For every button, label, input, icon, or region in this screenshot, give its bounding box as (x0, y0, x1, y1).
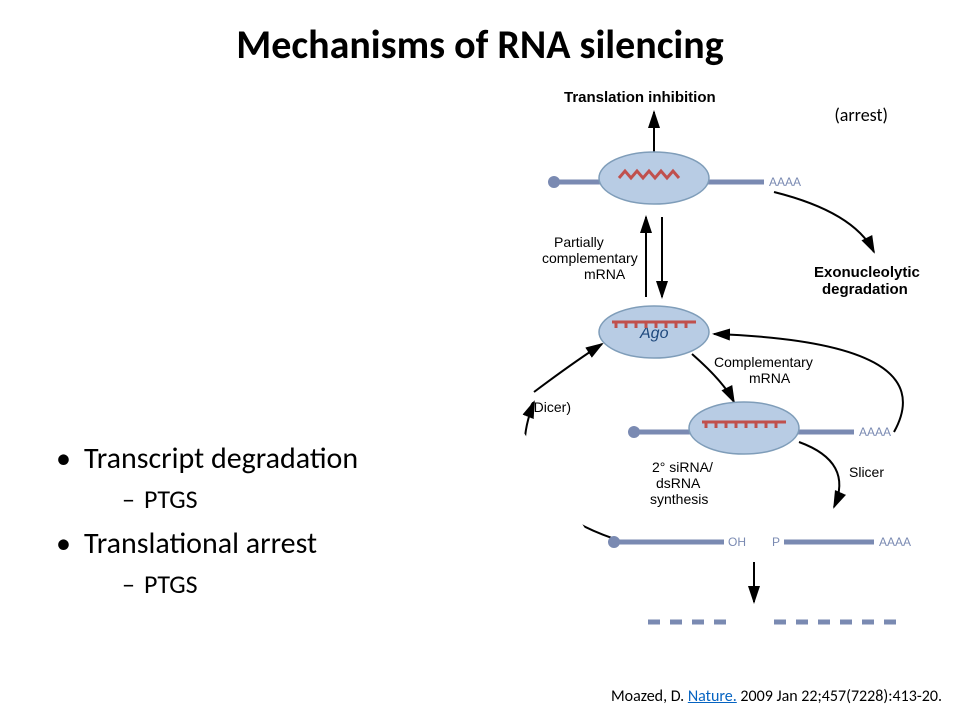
frag-p: P (772, 535, 780, 549)
ago-label: Ago (639, 325, 669, 342)
label-slicer: Slicer (849, 464, 884, 480)
mrna-polyA-top: AAAA (769, 175, 801, 189)
citation-journal-link[interactable]: Nature. (688, 687, 737, 706)
sub-bullet-ptgs-2: PTGS (122, 568, 358, 600)
label-mrna-1: mRNA (584, 266, 626, 282)
bullet-translational-arrest: Translational arrest PTGS (56, 525, 358, 600)
arrow-exonucleolytic (774, 192, 874, 252)
arrow-dicer (534, 344, 602, 392)
slide-title: Mechanisms of RNA silencing (0, 20, 960, 69)
label-mrna-2: mRNA (749, 370, 791, 386)
label-sirna1: 2° siRNA/ (652, 459, 713, 475)
arrow-slicer (799, 442, 839, 507)
sub-bullet-ptgs-1: PTGS (122, 483, 358, 515)
bullet-label: Translational arrest (84, 525, 317, 562)
label-complementary: complementary (542, 250, 638, 266)
bullet-transcript-degradation: Transcript degradation PTGS (56, 440, 358, 515)
label-complementary2: Complementary (714, 354, 813, 370)
label-degradation: degradation (822, 281, 908, 298)
label-sirna3: synthesis (650, 491, 708, 507)
bullet-label: Transcript degradation (84, 440, 358, 477)
label-dicer: (Dicer) (529, 399, 571, 415)
rna-silencing-diagram: Translation inhibition AAAA Exonucleolyt… (434, 82, 944, 652)
bullet-list: Transcript degradation PTGS Translationa… (56, 440, 358, 610)
citation: Moazed, D. Nature. 2009 Jan 22;457(7228)… (611, 687, 942, 706)
frag-polyA: AAAA (879, 535, 911, 549)
label-exonucleolytic: Exonucleolytic (814, 264, 920, 281)
label-partially: Partially (554, 234, 604, 250)
label-sirna2: dsRNA (656, 475, 701, 491)
label-translation-inhibition: Translation inhibition (564, 89, 716, 106)
citation-author: Moazed, D. (611, 687, 688, 706)
citation-rest: 2009 Jan 22;457(7228):413-20. (737, 687, 942, 706)
mrna-polyA-bottom: AAAA (859, 425, 891, 439)
frag-oh: OH (728, 535, 746, 549)
